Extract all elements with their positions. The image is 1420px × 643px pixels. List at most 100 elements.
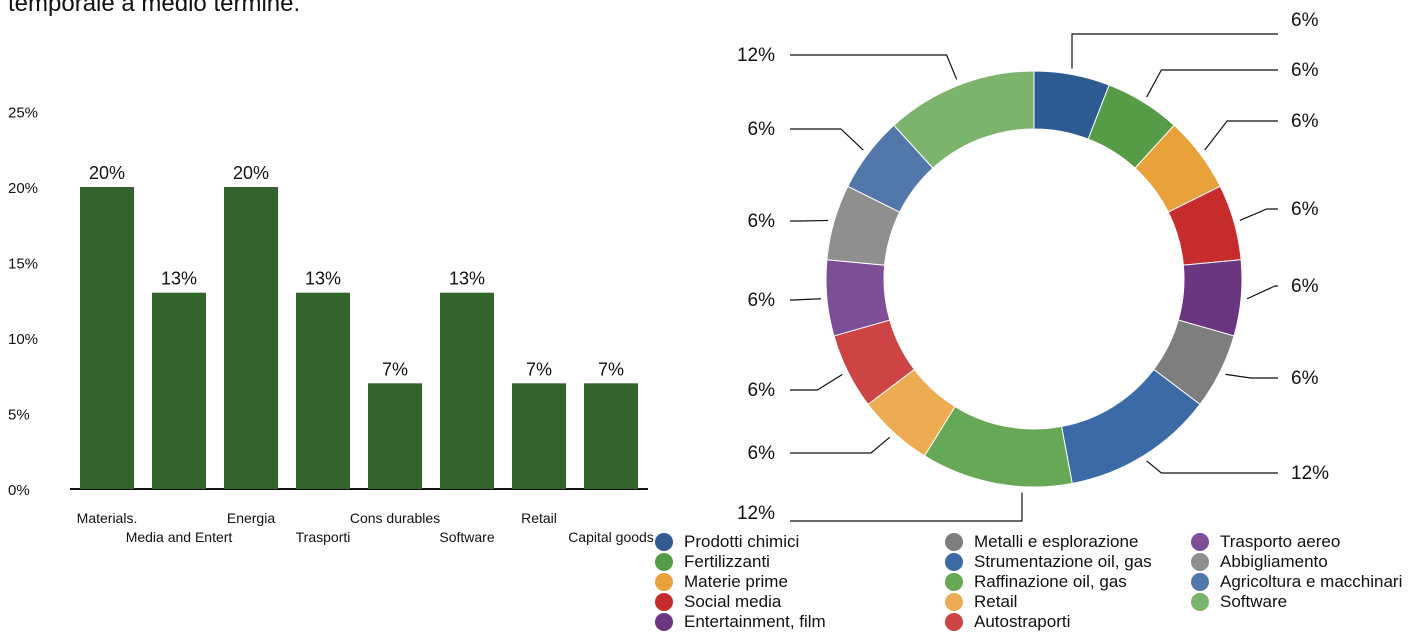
x-category-label: Materials. xyxy=(77,510,138,526)
x-category-label: Energia xyxy=(227,510,275,526)
pie-slice xyxy=(893,70,1035,169)
bar-chart: 0% 5% 10% 15% 20% 25% 20% Materials. 13% Media an… xyxy=(8,105,654,546)
legend-empty-cell xyxy=(1191,612,1420,632)
pie-leader-line xyxy=(1146,69,1278,98)
legend-label: Trasporto aereo xyxy=(1220,532,1341,551)
legend-label: Retail xyxy=(974,592,1018,611)
legend-item: Abbigliamento xyxy=(1191,552,1420,572)
pie-data-label: 6% xyxy=(1291,368,1319,389)
legend-label: Materie prime xyxy=(684,572,788,591)
x-category-label: Cons durables xyxy=(350,510,440,526)
legend-swatch xyxy=(1191,573,1209,591)
legend-label: Agricoltura e macchinari xyxy=(1220,572,1403,591)
legend-item: Prodotti chimici xyxy=(655,532,945,552)
bar-data-label: 7% xyxy=(382,359,408,379)
x-category-label: Trasporti xyxy=(296,529,351,545)
legend-item: Fertilizzanti xyxy=(655,552,945,572)
pie-data-label: 6% xyxy=(1291,60,1319,81)
legend-item: Retail xyxy=(945,592,1191,612)
legend-swatch xyxy=(945,533,963,551)
pie-data-label: 6% xyxy=(1291,276,1319,297)
legend-label: Autostraporti xyxy=(974,612,1071,631)
x-category-label: Retail xyxy=(521,510,557,526)
x-category-label: Software xyxy=(439,529,494,545)
bar xyxy=(296,292,350,489)
pie-leader-line xyxy=(1071,33,1278,69)
pie-data-label: 6% xyxy=(1291,111,1319,132)
legend-swatch xyxy=(655,613,673,631)
pie-data-label: 12% xyxy=(1291,463,1329,484)
legend-label: Entertainment, film xyxy=(684,612,826,631)
legend-label: Strumentazione oil, gas xyxy=(974,552,1152,571)
legend-label: Abbigliamento xyxy=(1220,552,1328,571)
legend-swatch xyxy=(945,573,963,591)
legend-swatch xyxy=(945,613,963,631)
pie-leader-line xyxy=(790,373,843,391)
legend-label: Raffinazione oil, gas xyxy=(974,572,1127,591)
header-text: temporale a medio termine. xyxy=(8,0,301,17)
bar-data-label: 13% xyxy=(161,269,197,289)
pie-data-label: 6% xyxy=(748,119,776,140)
legend-swatch xyxy=(655,573,673,591)
pie-data-label: 12% xyxy=(737,503,775,524)
legend-label: Fertilizzanti xyxy=(684,552,770,571)
pie-data-label: 6% xyxy=(748,380,776,401)
pie-leader-line xyxy=(790,436,891,454)
bar xyxy=(152,292,206,489)
donut-chart: 6% 6% 6% 6% 6% 6% 12% 12% 6% 6% 6% 6% 6% 12% xyxy=(737,10,1329,524)
bar xyxy=(224,187,278,489)
legend-label: Prodotti chimici xyxy=(684,532,800,551)
bar xyxy=(440,292,494,489)
pie-leader-line xyxy=(1146,460,1278,474)
legend-item: Software xyxy=(1191,592,1420,612)
legend-swatch xyxy=(1191,593,1209,611)
legend-label: Software xyxy=(1220,592,1288,611)
bar-data-label: 20% xyxy=(233,163,269,183)
pie-leader-line xyxy=(1246,285,1278,300)
pie-leader-line xyxy=(1239,208,1278,221)
y-tick-label: 0% xyxy=(8,482,30,499)
x-category-label: Media and Entert xyxy=(126,529,233,545)
legend-item: Social media xyxy=(655,592,945,612)
bar xyxy=(368,383,422,489)
bar xyxy=(80,187,134,489)
legend-swatch xyxy=(655,553,673,571)
legend-swatch xyxy=(945,593,963,611)
legend-label: Metalli e esplorazione xyxy=(974,532,1139,551)
bar-data-label: 7% xyxy=(598,359,624,379)
legend-item: Agricoltura e macchinari xyxy=(1191,572,1420,592)
y-tick-label: 25% xyxy=(8,105,38,122)
pie-data-label: 6% xyxy=(1291,10,1319,31)
x-category-label: Capital goods xyxy=(568,529,654,545)
legend-swatch xyxy=(945,553,963,571)
legend-item: Strumentazione oil, gas xyxy=(945,552,1191,572)
legend-swatch xyxy=(655,593,673,611)
pie-data-label: 6% xyxy=(748,290,776,311)
pie-leader-line xyxy=(790,298,821,301)
legend-item: Materie prime xyxy=(655,572,945,592)
bar-data-label: 7% xyxy=(526,359,552,379)
pie-data-label: 12% xyxy=(737,45,775,66)
pie-leader-line xyxy=(790,219,829,222)
pie-data-label: 6% xyxy=(748,211,776,232)
bar xyxy=(584,383,638,489)
bar-data-label: 20% xyxy=(89,163,125,183)
y-tick-label: 15% xyxy=(8,256,38,273)
legend-label: Social media xyxy=(684,592,782,611)
legend-swatch xyxy=(1191,533,1209,551)
bar-data-label: 13% xyxy=(449,269,485,289)
pie-leader-line xyxy=(1204,120,1278,151)
bar-data-label: 13% xyxy=(305,269,341,289)
legend-swatch xyxy=(655,533,673,551)
y-tick-label: 20% xyxy=(8,180,38,197)
legend-item: Entertainment, film xyxy=(655,612,945,632)
pie-data-label: 6% xyxy=(1291,199,1319,220)
legend-item: Autostraporti xyxy=(945,612,1191,632)
pie-leader-line xyxy=(1225,373,1278,379)
bar xyxy=(512,383,566,489)
pie-leader-line xyxy=(790,54,958,80)
legend-swatch xyxy=(1191,553,1209,571)
legend-item: Trasporto aereo xyxy=(1191,532,1420,552)
pie-leader-line xyxy=(790,492,1023,522)
